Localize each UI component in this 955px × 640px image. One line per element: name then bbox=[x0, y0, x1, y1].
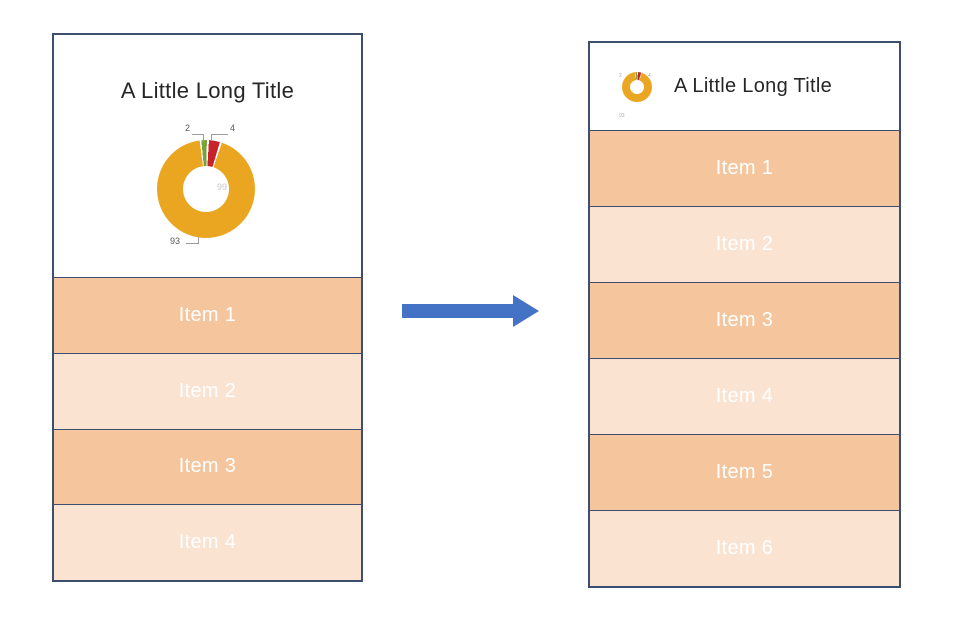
mini-slice-label: 93 bbox=[619, 113, 625, 119]
mini-slice-label: 2 bbox=[619, 73, 622, 79]
leader-line bbox=[211, 134, 212, 141]
donut-chart bbox=[157, 140, 255, 238]
list-item[interactable]: Item 4 bbox=[590, 358, 899, 434]
donut-center-label: 99 bbox=[217, 182, 228, 192]
list-item[interactable]: Item 3 bbox=[54, 428, 361, 505]
list-item[interactable]: Item 1 bbox=[590, 130, 899, 206]
list-item-label: Item 1 bbox=[178, 303, 237, 326]
list-item-label: Item 3 bbox=[178, 455, 237, 478]
slice-label-red: 4 bbox=[230, 123, 236, 133]
list-item[interactable]: Item 5 bbox=[590, 434, 899, 510]
list-item[interactable]: Item 3 bbox=[590, 282, 899, 358]
leader-line bbox=[203, 134, 204, 142]
card-title: A Little Long Title bbox=[674, 75, 833, 97]
slice-label-green: 2 bbox=[184, 123, 190, 133]
list-item-label: Item 2 bbox=[715, 233, 774, 255]
after-card: 2 4 93 A Little Long Title Item 1 Item 2… bbox=[588, 41, 901, 588]
card-title: A Little Long Title bbox=[120, 78, 295, 103]
slice-label-orange: 93 bbox=[170, 236, 181, 246]
list-item-label: Item 1 bbox=[715, 157, 774, 179]
leader-line bbox=[211, 134, 228, 135]
list-item[interactable]: Item 6 bbox=[590, 510, 899, 586]
leader-line bbox=[186, 243, 199, 244]
before-card: A Little Long Title 2 4 93 99 Item 1 Ite… bbox=[52, 33, 363, 582]
list-item-label: Item 5 bbox=[715, 461, 774, 483]
list-item-label: Item 2 bbox=[178, 379, 237, 402]
transform-arrow bbox=[402, 295, 539, 327]
mini-slice-label: 4 bbox=[648, 73, 651, 79]
list-item-label: Item 6 bbox=[715, 537, 774, 559]
arrow-shaft bbox=[402, 304, 514, 318]
leader-line bbox=[198, 237, 199, 243]
list-item[interactable]: Item 2 bbox=[54, 352, 361, 429]
before-card-header: A Little Long Title 2 4 93 99 bbox=[54, 35, 361, 277]
donut-chart-icon bbox=[622, 71, 652, 102]
list-item-label: Item 4 bbox=[178, 531, 237, 554]
list-item-label: Item 3 bbox=[715, 309, 774, 331]
list-item[interactable]: Item 1 bbox=[54, 277, 361, 353]
after-card-header: 2 4 93 A Little Long Title bbox=[590, 43, 899, 130]
list-item[interactable]: Item 2 bbox=[590, 206, 899, 282]
leader-line bbox=[192, 134, 204, 135]
arrow-head bbox=[513, 295, 539, 327]
list-item[interactable]: Item 4 bbox=[54, 504, 361, 580]
list-item-label: Item 4 bbox=[715, 385, 774, 407]
